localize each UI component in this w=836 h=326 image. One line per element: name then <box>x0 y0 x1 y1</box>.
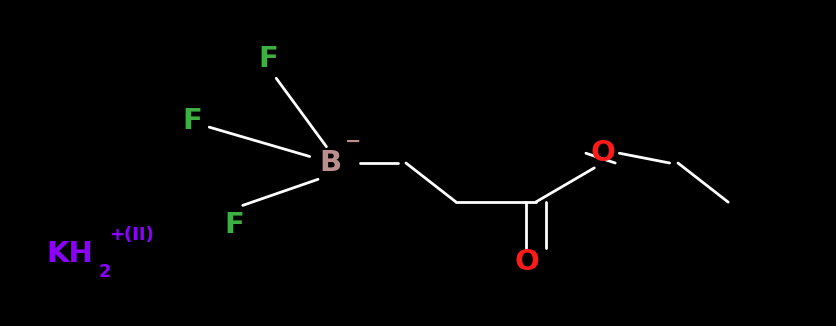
Text: F: F <box>257 45 278 73</box>
Text: B: B <box>319 149 341 177</box>
Text: F: F <box>182 107 202 135</box>
Text: KH: KH <box>46 240 93 268</box>
Text: −: − <box>344 132 361 151</box>
Text: O: O <box>514 248 539 276</box>
Text: F: F <box>224 211 244 239</box>
Text: 2: 2 <box>99 263 111 281</box>
Text: +(II): +(II) <box>109 226 153 244</box>
Text: O: O <box>589 139 614 167</box>
